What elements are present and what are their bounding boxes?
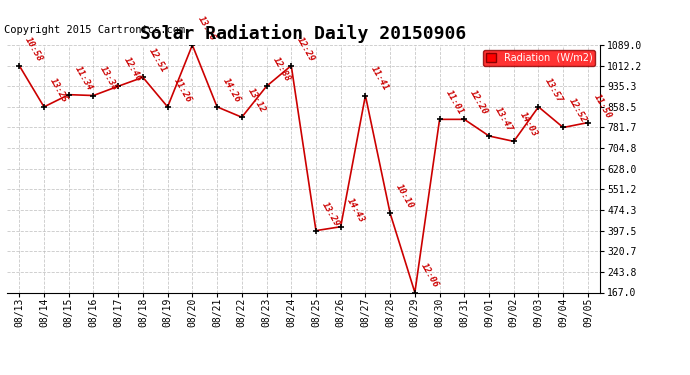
Text: 11:34: 11:34: [73, 64, 94, 92]
Text: 13:47: 13:47: [493, 105, 515, 133]
Text: 14:43: 14:43: [345, 196, 366, 224]
Text: 13:12: 13:12: [246, 87, 267, 114]
Text: 13:25: 13:25: [48, 76, 70, 104]
Text: 12:29: 12:29: [295, 35, 317, 63]
Title: Solar Radiation Daily 20150906: Solar Radiation Daily 20150906: [141, 24, 466, 44]
Text: Copyright 2015 Cartronics.com: Copyright 2015 Cartronics.com: [4, 25, 185, 35]
Text: 12:88: 12:88: [270, 56, 292, 84]
Text: 12:20: 12:20: [469, 89, 490, 117]
Text: 11:01: 11:01: [444, 89, 465, 117]
Text: 12:52: 12:52: [567, 97, 589, 125]
Text: 14:26: 14:26: [221, 76, 242, 104]
Text: 12:46: 12:46: [122, 56, 144, 84]
Text: 11:50: 11:50: [592, 92, 613, 120]
Text: 12:06: 12:06: [419, 262, 440, 290]
Text: 12:51: 12:51: [147, 47, 168, 75]
Text: 10:58: 10:58: [23, 35, 45, 63]
Text: 13:38: 13:38: [97, 65, 119, 93]
Text: 13:29: 13:29: [320, 200, 342, 228]
Text: 11:26: 11:26: [172, 76, 193, 104]
Text: 14:03: 14:03: [518, 111, 539, 139]
Text: 13:57: 13:57: [542, 76, 564, 104]
Text: 11:41: 11:41: [370, 65, 391, 93]
Text: 10:10: 10:10: [394, 183, 415, 210]
Text: 13:26: 13:26: [197, 15, 218, 42]
Legend: Radiation  (W/m2): Radiation (W/m2): [484, 50, 595, 66]
